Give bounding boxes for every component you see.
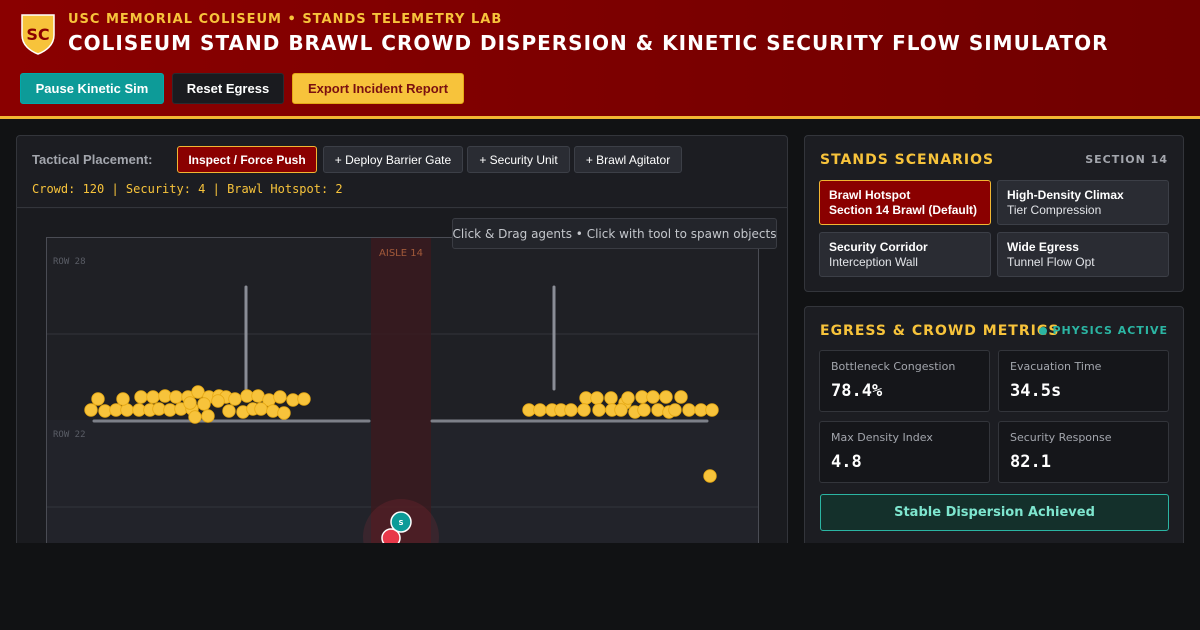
metrics-title: EGRESS & CROWD METRICS: [820, 323, 1060, 339]
crowd-agent[interactable]: [277, 406, 291, 420]
crowd-agent[interactable]: [590, 391, 604, 405]
usc-crest-icon: SC: [21, 14, 55, 55]
scenario-wide-egress[interactable]: Wide Egress Tunnel Flow Opt: [997, 232, 1169, 277]
crowd-agent[interactable]: [146, 390, 160, 404]
scenario-title: High-Density Climax: [1007, 188, 1124, 202]
status-dot-icon: [1038, 326, 1047, 335]
crowd-agent[interactable]: [273, 390, 287, 404]
crowd-agent[interactable]: [659, 390, 673, 404]
crowd-agent[interactable]: [211, 394, 225, 408]
scenario-subtitle: Interception Wall: [829, 255, 918, 269]
crowd-agent[interactable]: [533, 403, 547, 417]
dispersion-status-banner: Stable Dispersion Achieved: [820, 494, 1169, 531]
metric-label: Security Response: [1010, 431, 1112, 444]
metric-max-density-index: Max Density Index 4.8: [819, 421, 990, 483]
metric-value: 4.8: [831, 452, 862, 472]
crowd-agent[interactable]: [637, 403, 651, 417]
metric-bottleneck-congestion: Bottleneck Congestion 78.4%: [819, 350, 990, 412]
crowd-agent[interactable]: [134, 390, 148, 404]
tool-deploy-barrier-gate[interactable]: + Deploy Barrier Gate: [323, 146, 463, 173]
crowd-agent[interactable]: [564, 403, 578, 417]
viewport-bottom: [0, 543, 1200, 630]
section-badge: SECTION 14: [1085, 153, 1168, 166]
crowd-agent[interactable]: [169, 390, 183, 404]
scenario-security-corridor[interactable]: Security Corridor Interception Wall: [819, 232, 991, 277]
crowd-agent[interactable]: [651, 403, 665, 417]
scenario-subtitle: Section 14 Brawl (Default): [829, 203, 978, 217]
scenarios-panel: STANDS SCENARIOS SECTION 14 Brawl Hotspo…: [804, 135, 1184, 292]
crowd-agent[interactable]: [116, 392, 130, 406]
row-22-label: ROW 22: [53, 430, 86, 440]
security-unit-label: S: [398, 519, 403, 527]
crowd-agent[interactable]: [191, 385, 205, 399]
header-bar: SC USC MEMORIAL COLISEUM • STANDS TELEME…: [0, 0, 1200, 119]
crowd-agent[interactable]: [84, 403, 98, 417]
tool-security-unit[interactable]: + Security Unit: [467, 146, 570, 173]
crowd-agents[interactable]: [84, 385, 719, 483]
crowd-agent[interactable]: [228, 392, 242, 406]
metric-evacuation-time: Evacuation Time 34.5s: [998, 350, 1169, 412]
crowd-agent[interactable]: [197, 397, 211, 411]
aisle-14-zone: [371, 238, 431, 554]
crowd-agent[interactable]: [266, 404, 280, 418]
tactical-toolbar: Tactical Placement: Inspect / Force Push…: [17, 136, 787, 208]
header-supertitle: USC MEMORIAL COLISEUM • STANDS TELEMETRY…: [68, 12, 503, 27]
reset-egress-button[interactable]: Reset Egress: [172, 73, 284, 104]
metric-value: 78.4%: [831, 381, 883, 401]
export-report-button[interactable]: Export Incident Report: [292, 73, 464, 104]
crowd-agent[interactable]: [222, 404, 236, 418]
crowd-agent[interactable]: [592, 403, 606, 417]
metric-value: 34.5s: [1010, 381, 1062, 401]
sim-stats-readout: Crowd: 120 | Security: 4 | Brawl Hotspot…: [32, 182, 343, 196]
crowd-agent[interactable]: [297, 392, 311, 406]
row-28-label: ROW 28: [53, 257, 86, 267]
metric-label: Bottleneck Congestion: [831, 360, 956, 373]
scenario-subtitle: Tier Compression: [1007, 203, 1102, 217]
simulation-panel: Tactical Placement: Inspect / Force Push…: [16, 135, 788, 555]
metric-label: Max Density Index: [831, 431, 933, 444]
scenario-title: Security Corridor: [829, 240, 928, 254]
metric-security-response: Security Response 82.1: [998, 421, 1169, 483]
stands-canvas[interactable]: ROW 28 ROW 22 AISLE 14 S Click & Drag ag…: [17, 209, 787, 555]
scenarios-title: STANDS SCENARIOS: [820, 152, 995, 168]
tactical-placement-label: Tactical Placement:: [32, 152, 153, 167]
crowd-agent[interactable]: [646, 390, 660, 404]
crowd-agent[interactable]: [614, 403, 628, 417]
tool-inspect-force-push[interactable]: Inspect / Force Push: [177, 146, 317, 173]
physics-status: PHYSICS ACTIVE: [1038, 324, 1169, 337]
scenario-high-density-climax[interactable]: High-Density Climax Tier Compression: [997, 180, 1169, 225]
crowd-agent[interactable]: [682, 403, 696, 417]
crowd-agent[interactable]: [703, 469, 717, 483]
scenario-subtitle: Tunnel Flow Opt: [1007, 255, 1095, 269]
physics-status-label: PHYSICS ACTIVE: [1052, 324, 1168, 337]
crest-text: SC: [26, 25, 49, 44]
security-unit-agent[interactable]: [390, 511, 412, 533]
metrics-panel: EGRESS & CROWD METRICS PHYSICS ACTIVE Bo…: [804, 306, 1184, 566]
crowd-agent[interactable]: [668, 403, 682, 417]
scenario-title: Brawl Hotspot: [829, 188, 911, 202]
stands-field[interactable]: ROW 28 ROW 22 AISLE 14 S: [46, 237, 759, 555]
crowd-agent[interactable]: [254, 402, 268, 416]
metric-label: Evacuation Time: [1010, 360, 1102, 373]
crowd-agent[interactable]: [705, 403, 719, 417]
pause-sim-button[interactable]: Pause Kinetic Sim: [20, 73, 164, 104]
page-title: COLISEUM STAND BRAWL CROWD DISPERSION & …: [68, 31, 1109, 55]
crowd-agent[interactable]: [577, 403, 591, 417]
scenario-brawl-hotspot[interactable]: Brawl Hotspot Section 14 Brawl (Default): [819, 180, 991, 225]
metric-value: 82.1: [1010, 452, 1051, 472]
scenario-title: Wide Egress: [1007, 240, 1079, 254]
crowd-agent[interactable]: [201, 409, 215, 423]
crowd-agent[interactable]: [674, 390, 688, 404]
crowd-agent[interactable]: [188, 410, 202, 424]
tool-brawl-agitator[interactable]: + Brawl Agitator: [574, 146, 682, 173]
aisle-14-label: AISLE 14: [379, 248, 423, 259]
crowd-agent[interactable]: [91, 392, 105, 406]
crowd-agent[interactable]: [621, 391, 635, 405]
crowd-agent[interactable]: [183, 396, 197, 410]
canvas-hint: Click & Drag agents • Click with tool to…: [452, 218, 777, 249]
crowd-agent[interactable]: [604, 391, 618, 405]
